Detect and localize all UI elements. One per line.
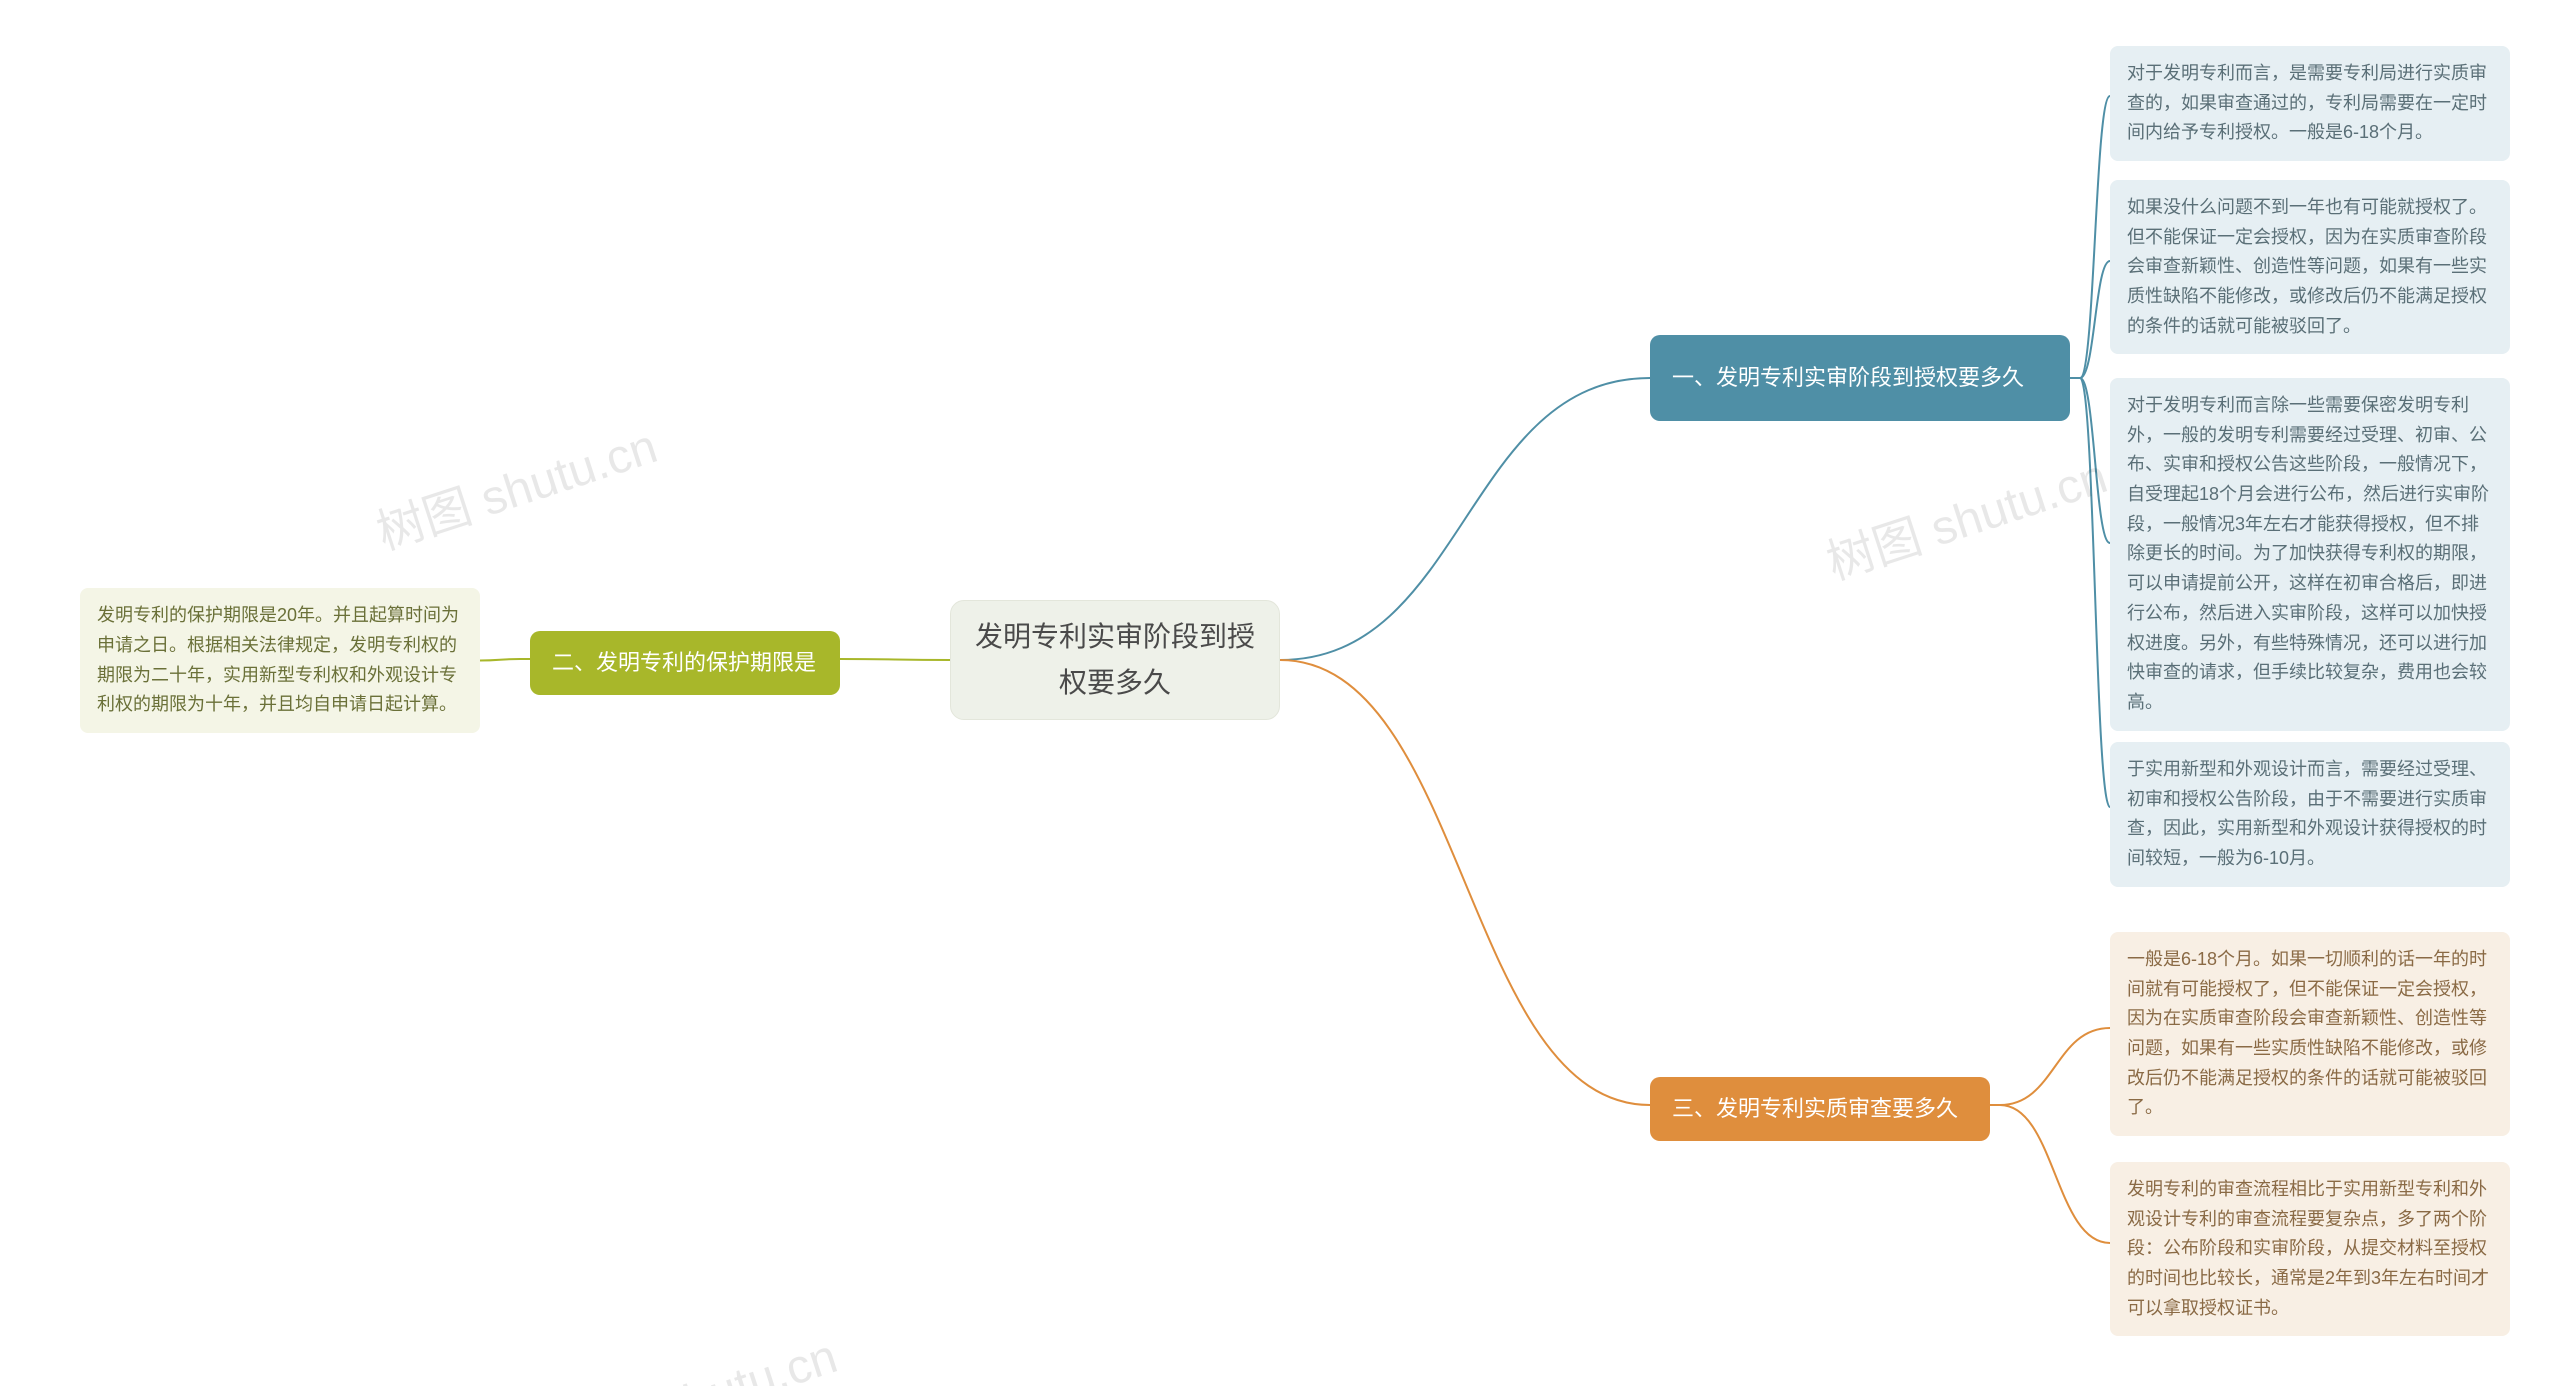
root-label: 发明专利实审阶段到授权要多久	[973, 614, 1257, 706]
watermark-text: 树图 shutu.cn	[1816, 437, 2114, 593]
leaf-text: 于实用新型和外观设计而言，需要经过受理、初审和授权公告阶段，由于不需要进行实质审…	[2127, 755, 2493, 874]
leaf-node[interactable]: 对于发明专利而言除一些需要保密发明专利外，一般的发明专利需要经过受理、初审、公布…	[2110, 378, 2510, 731]
leaf-node[interactable]: 对于发明专利而言，是需要专利局进行实质审查的，如果审查通过的，专利局需要在一定时…	[2110, 46, 2510, 161]
branch-label: 三、发明专利实质审查要多久	[1672, 1091, 1958, 1127]
watermark-text: 树图 shutu.cn	[546, 1317, 844, 1386]
mindmap-canvas: 发明专利实审阶段到授权要多久 一、发明专利实审阶段到授权要多久 对于发明专利而言，…	[0, 0, 2560, 1386]
leaf-node[interactable]: 于实用新型和外观设计而言，需要经过受理、初审和授权公告阶段，由于不需要进行实质审…	[2110, 742, 2510, 887]
branch-label: 一、发明专利实审阶段到授权要多久	[1672, 360, 2024, 396]
watermark-text: 树图 shutu.cn	[366, 407, 664, 563]
leaf-node[interactable]: 一般是6-18个月。如果一切顺利的话一年的时间就有可能授权了，但不能保证一定会授…	[2110, 932, 2510, 1136]
branch-node[interactable]: 三、发明专利实质审查要多久	[1650, 1077, 1990, 1141]
leaf-text: 对于发明专利而言，是需要专利局进行实质审查的，如果审查通过的，专利局需要在一定时…	[2127, 59, 2493, 148]
branch-label: 二、发明专利的保护期限是	[552, 645, 816, 681]
leaf-text: 发明专利的保护期限是20年。并且起算时间为申请之日。根据相关法律规定，发明专利权…	[97, 601, 463, 720]
branch-node[interactable]: 一、发明专利实审阶段到授权要多久	[1650, 335, 2070, 421]
leaf-node[interactable]: 如果没什么问题不到一年也有可能就授权了。但不能保证一定会授权，因为在实质审查阶段…	[2110, 180, 2510, 354]
leaf-node[interactable]: 发明专利的保护期限是20年。并且起算时间为申请之日。根据相关法律规定，发明专利权…	[80, 588, 480, 733]
leaf-node[interactable]: 发明专利的审查流程相比于实用新型专利和外观设计专利的审查流程要复杂点，多了两个阶…	[2110, 1162, 2510, 1336]
root-node[interactable]: 发明专利实审阶段到授权要多久	[950, 600, 1280, 720]
leaf-text: 发明专利的审查流程相比于实用新型专利和外观设计专利的审查流程要复杂点，多了两个阶…	[2127, 1175, 2493, 1323]
leaf-text: 如果没什么问题不到一年也有可能就授权了。但不能保证一定会授权，因为在实质审查阶段…	[2127, 193, 2493, 341]
leaf-text: 对于发明专利而言除一些需要保密发明专利外，一般的发明专利需要经过受理、初审、公布…	[2127, 391, 2493, 718]
branch-node[interactable]: 二、发明专利的保护期限是	[530, 631, 840, 695]
leaf-text: 一般是6-18个月。如果一切顺利的话一年的时间就有可能授权了，但不能保证一定会授…	[2127, 945, 2493, 1123]
